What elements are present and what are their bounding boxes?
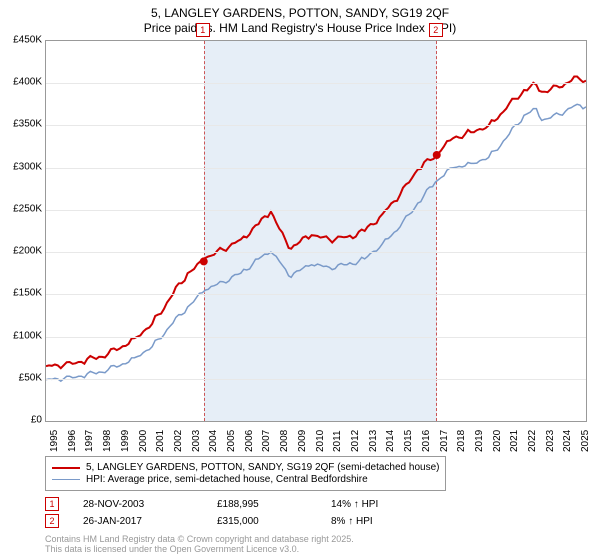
x-tick-label: 2019 xyxy=(474,430,485,452)
x-tick-label: 2012 xyxy=(350,430,361,452)
x-tick-label: 2008 xyxy=(279,430,290,452)
sales-row-1: 1 28-NOV-2003 £188,995 14% ↑ HPI xyxy=(45,497,585,511)
series-price_paid xyxy=(46,77,586,369)
grid-line xyxy=(46,294,586,295)
series-hpi xyxy=(46,104,586,381)
sale-price-1: £188,995 xyxy=(217,499,307,510)
sale-marker-box: 2 xyxy=(429,23,443,37)
x-tick-label: 2004 xyxy=(208,430,219,452)
x-tick-label: 2022 xyxy=(527,430,538,452)
sale-dot xyxy=(200,257,208,265)
legend-row-1: 5, LANGLEY GARDENS, POTTON, SANDY, SG19 … xyxy=(52,462,439,473)
y-tick-label: £200K xyxy=(13,246,42,257)
sale-dot xyxy=(433,151,441,159)
x-tick-label: 2002 xyxy=(173,430,184,452)
title-line-2: Price paid vs. HM Land Registry's House … xyxy=(0,21,600,36)
chart-container: 5, LANGLEY GARDENS, POTTON, SANDY, SG19 … xyxy=(0,0,600,560)
x-tick-label: 2024 xyxy=(562,430,573,452)
grid-line xyxy=(46,337,586,338)
grid-line xyxy=(46,252,586,253)
y-tick-label: £0 xyxy=(31,415,42,426)
y-tick-label: £450K xyxy=(13,35,42,46)
x-tick-label: 2006 xyxy=(244,430,255,452)
sales-row-2: 2 26-JAN-2017 £315,000 8% ↑ HPI xyxy=(45,514,585,528)
x-tick-label: 2007 xyxy=(261,430,272,452)
plot-area xyxy=(45,40,587,422)
y-tick-label: £150K xyxy=(13,288,42,299)
sale-pct-1: 14% ↑ HPI xyxy=(331,499,431,510)
x-tick-label: 1998 xyxy=(102,430,113,452)
legend: 5, LANGLEY GARDENS, POTTON, SANDY, SG19 … xyxy=(45,456,585,491)
x-tick-label: 2010 xyxy=(315,430,326,452)
x-tick-label: 2021 xyxy=(509,430,520,452)
y-tick-label: £400K xyxy=(13,77,42,88)
legend-label-1: 5, LANGLEY GARDENS, POTTON, SANDY, SG19 … xyxy=(86,462,439,473)
x-tick-label: 2025 xyxy=(580,430,591,452)
sale-date-2: 26-JAN-2017 xyxy=(83,516,193,527)
x-tick-label: 1997 xyxy=(84,430,95,452)
legend-label-2: HPI: Average price, semi-detached house,… xyxy=(86,474,368,485)
x-tick-label: 2018 xyxy=(456,430,467,452)
x-tick-label: 1999 xyxy=(120,430,131,452)
title-line-1: 5, LANGLEY GARDENS, POTTON, SANDY, SG19 … xyxy=(0,6,600,21)
legend-row-2: HPI: Average price, semi-detached house,… xyxy=(52,474,439,485)
x-tick-label: 2011 xyxy=(332,430,343,452)
y-tick-label: £300K xyxy=(13,161,42,172)
series-lines xyxy=(46,41,586,421)
x-tick-label: 2009 xyxy=(297,430,308,452)
x-tick-label: 2001 xyxy=(155,430,166,452)
x-tick-label: 2023 xyxy=(545,430,556,452)
grid-line xyxy=(46,83,586,84)
sale-marker-box: 1 xyxy=(196,23,210,37)
x-tick-label: 2020 xyxy=(492,430,503,452)
y-tick-label: £350K xyxy=(13,119,42,130)
grid-line xyxy=(46,379,586,380)
sale-marker-2: 2 xyxy=(45,514,59,528)
y-tick-label: £250K xyxy=(13,203,42,214)
x-tick-label: 2013 xyxy=(368,430,379,452)
y-tick-label: £50K xyxy=(19,372,42,383)
x-tick-label: 1995 xyxy=(49,430,60,452)
legend-swatch-2 xyxy=(52,479,80,480)
sale-price-2: £315,000 xyxy=(217,516,307,527)
credit-text: Contains HM Land Registry data © Crown c… xyxy=(45,534,354,555)
grid-line xyxy=(46,210,586,211)
legend-swatch-1 xyxy=(52,467,80,469)
x-tick-label: 1996 xyxy=(67,430,78,452)
grid-line xyxy=(46,168,586,169)
x-tick-label: 2015 xyxy=(403,430,414,452)
sales-table: 1 28-NOV-2003 £188,995 14% ↑ HPI 2 26-JA… xyxy=(45,494,585,531)
x-tick-label: 2005 xyxy=(226,430,237,452)
legend-box: 5, LANGLEY GARDENS, POTTON, SANDY, SG19 … xyxy=(45,456,446,491)
x-tick-label: 2016 xyxy=(421,430,432,452)
sale-pct-2: 8% ↑ HPI xyxy=(331,516,431,527)
sale-date-1: 28-NOV-2003 xyxy=(83,499,193,510)
x-tick-label: 2014 xyxy=(385,430,396,452)
x-tick-label: 2017 xyxy=(439,430,450,452)
credit-line-1: Contains HM Land Registry data © Crown c… xyxy=(45,534,354,544)
sale-marker-1: 1 xyxy=(45,497,59,511)
title-block: 5, LANGLEY GARDENS, POTTON, SANDY, SG19 … xyxy=(0,0,600,36)
grid-line xyxy=(46,125,586,126)
x-tick-label: 2000 xyxy=(138,430,149,452)
x-tick-label: 2003 xyxy=(191,430,202,452)
y-tick-label: £100K xyxy=(13,330,42,341)
credit-line-2: This data is licensed under the Open Gov… xyxy=(45,544,354,554)
